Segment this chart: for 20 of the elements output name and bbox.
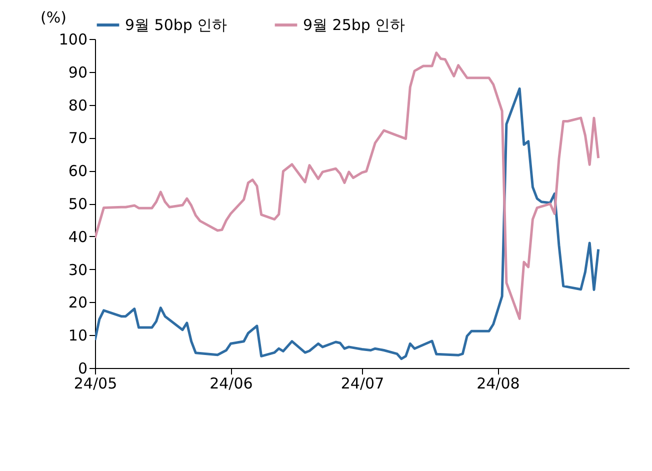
x-tick-label: 24/07 <box>340 374 384 392</box>
y-axis-title: (%) <box>40 8 66 26</box>
y-tick-label: 40 <box>68 228 88 246</box>
y-tick-label: 100 <box>58 30 88 48</box>
legend-label: 9월 25bp 인하 <box>303 16 406 34</box>
line-series <box>95 87 600 360</box>
y-tick-label: 80 <box>68 96 88 114</box>
x-tick-label: 24/05 <box>74 374 118 392</box>
x-tick-label: 24/06 <box>210 374 253 392</box>
y-tick-label: 0 <box>78 360 88 378</box>
y-tick-label: 70 <box>68 129 88 148</box>
line-series <box>95 52 600 320</box>
y-tick-label: 90 <box>68 63 88 82</box>
y-tick-label: 20 <box>68 294 88 312</box>
x-tick-label: 24/08 <box>476 374 520 392</box>
legend-label: 9월 50bp 인하 <box>125 16 228 34</box>
y-tick-label: 10 <box>68 326 88 345</box>
y-tick-label: 50 <box>68 195 88 213</box>
y-tick-label: 60 <box>68 162 88 180</box>
y-tick-label: 30 <box>68 260 88 279</box>
